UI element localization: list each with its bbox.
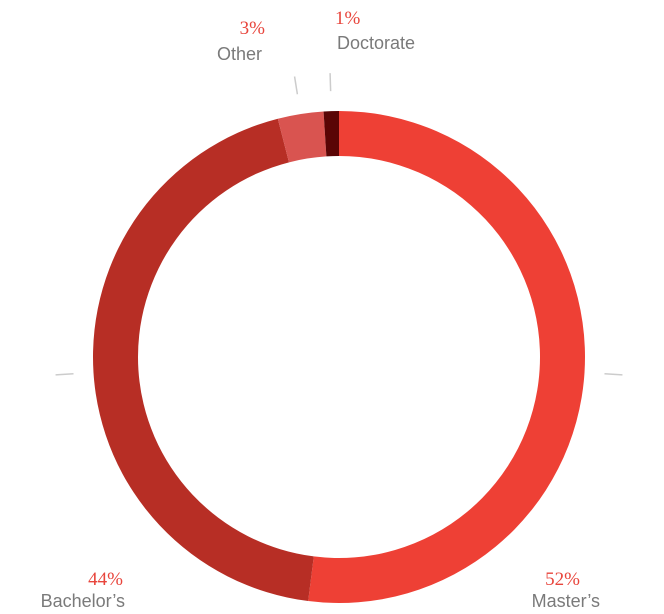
slice-master-s xyxy=(308,111,585,603)
donut-labels: 52%Master’s 44%Bachelor’s 3% Other 1% Doctora… xyxy=(41,8,623,611)
donut-slices xyxy=(92,111,585,603)
leader-line-master-s xyxy=(604,372,623,376)
leader-line-other xyxy=(293,76,299,95)
value-label-bachelor-s: 44% xyxy=(88,569,123,590)
category-label-master-s: Master’s xyxy=(532,591,600,611)
value-label-master-s: 52% xyxy=(545,569,580,590)
slice-bachelor-s xyxy=(92,118,314,602)
category-label-doctorate: Doctorate xyxy=(337,33,415,53)
category-label-bachelor-s: Bachelor’s xyxy=(41,591,125,611)
value-label-doctorate: 1% xyxy=(335,8,361,29)
category-label-other: Other xyxy=(217,44,262,64)
slice-doctorate xyxy=(323,111,339,157)
slice-other xyxy=(277,111,327,163)
leader-line-bachelor-s xyxy=(55,372,74,376)
value-label-other: 3% xyxy=(240,18,266,39)
leader-line-doctorate xyxy=(329,73,332,92)
